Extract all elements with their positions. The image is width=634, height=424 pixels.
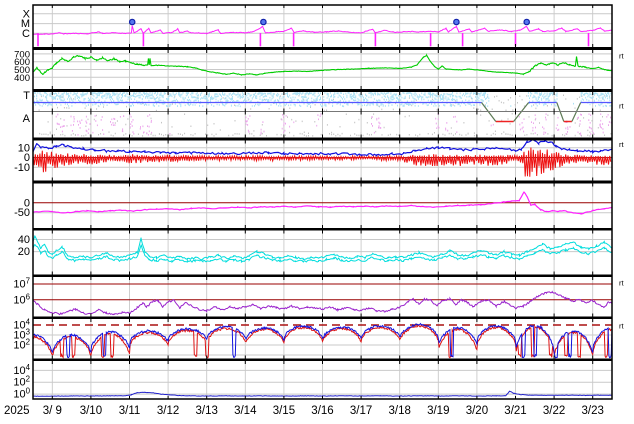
panel-density (33, 230, 612, 275)
y-axis-label-t: T (23, 90, 30, 102)
y-axis-label-electron-high: 106 (13, 292, 30, 306)
x-axis-date-label: 3/12 (157, 405, 179, 417)
x-axis-date-label: 3/11 (119, 405, 141, 417)
x-axis-date-label: 3/21 (504, 405, 526, 417)
y-axis-label-proton: 102 (13, 375, 30, 389)
panel-electron-low (33, 319, 612, 359)
panel-t (34, 92, 612, 112)
y-axis-label-electron-low: 102 (13, 338, 30, 352)
t-eclipse-trapezoids (33, 101, 612, 123)
year-label: 2025 (4, 405, 30, 417)
x-axis-date-label: 3/23 (582, 405, 604, 417)
y-axis-label-xray: X (23, 8, 31, 20)
plot-frame (32, 4, 613, 400)
panel-xray (33, 5, 612, 47)
panel-speed (33, 50, 612, 89)
x-axis-date-label: 3/10 (80, 405, 102, 417)
y-axis-label-a: A (23, 113, 31, 125)
y-axis-label-dst: 0 (24, 197, 30, 209)
x-axis-date-label: 3/ 9 (43, 405, 62, 417)
x-axis-date-label: 3/20 (466, 405, 488, 417)
panel-electron-high (33, 277, 612, 317)
y-axis-label-speed: 700 (14, 49, 30, 60)
y-axis-label-speed: 600 (14, 57, 30, 68)
y-axis-label-electron-high: 107 (13, 277, 30, 291)
y-axis-label-xray: M (21, 18, 30, 30)
x-axis-date-label: 3/18 (389, 405, 411, 417)
panel-separator (33, 274, 612, 277)
panel-separator (33, 316, 612, 319)
panel-proton (33, 361, 612, 399)
rt-badge-electron-low: rt (619, 322, 624, 331)
panel-a (39, 111, 612, 138)
panel-bfield (33, 140, 612, 181)
panel-separator (33, 180, 612, 184)
panel-separator (33, 47, 612, 50)
panel-separator (33, 89, 612, 92)
x-axis-date-label: 3/19 (427, 405, 449, 417)
y-axis-label-bfield: -10 (14, 162, 30, 174)
panel-separator (33, 228, 612, 231)
y-axis-label-bfield: 10 (18, 142, 30, 154)
panel-separator (33, 137, 612, 141)
y-axis-label-bfield: 0 (24, 152, 30, 164)
y-axis-label-xray: C (22, 28, 30, 40)
y-axis-label-electron-low: 103 (13, 328, 30, 342)
y-axis-label-electron-low: 104 (13, 318, 30, 332)
rt-badge-t: rt (619, 102, 624, 111)
x-axis-date-label: 3/13 (196, 405, 218, 417)
x-axis-date-label: 3/16 (311, 405, 333, 417)
y-axis-label-proton: 100 (13, 387, 30, 401)
rt-badge-speed: rt (619, 52, 624, 61)
y-axis-label-proton: 104 (13, 363, 30, 377)
rt-badge-bfield: rt (619, 140, 624, 149)
y-axis-label-density: 40 (18, 234, 30, 246)
panel-dst (33, 183, 612, 228)
x-axis-date-label: 3/17 (350, 405, 372, 417)
y-axis-label-dst: -50 (14, 207, 30, 219)
y-axis-label-speed: 400 (14, 73, 30, 84)
rt-badge-electron-high: rt (619, 279, 624, 288)
x-axis-date-label: 3/22 (543, 405, 565, 417)
y-axis-label-speed: 500 (14, 65, 30, 76)
x-axis-date-label: 3/14 (234, 405, 257, 417)
x-axis-date-label: 3/15 (273, 405, 295, 417)
y-axis-label-density: 20 (18, 246, 30, 258)
panel-separator (33, 358, 612, 361)
